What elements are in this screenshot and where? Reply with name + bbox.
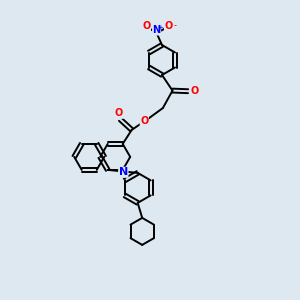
Text: N: N bbox=[119, 167, 128, 177]
Text: O: O bbox=[190, 86, 199, 96]
Text: O: O bbox=[115, 108, 123, 118]
Text: -: - bbox=[173, 21, 176, 30]
Text: O: O bbox=[164, 21, 173, 31]
Text: N: N bbox=[152, 25, 161, 35]
Text: O: O bbox=[142, 21, 151, 31]
Text: +: + bbox=[158, 25, 164, 31]
Text: O: O bbox=[140, 116, 148, 126]
